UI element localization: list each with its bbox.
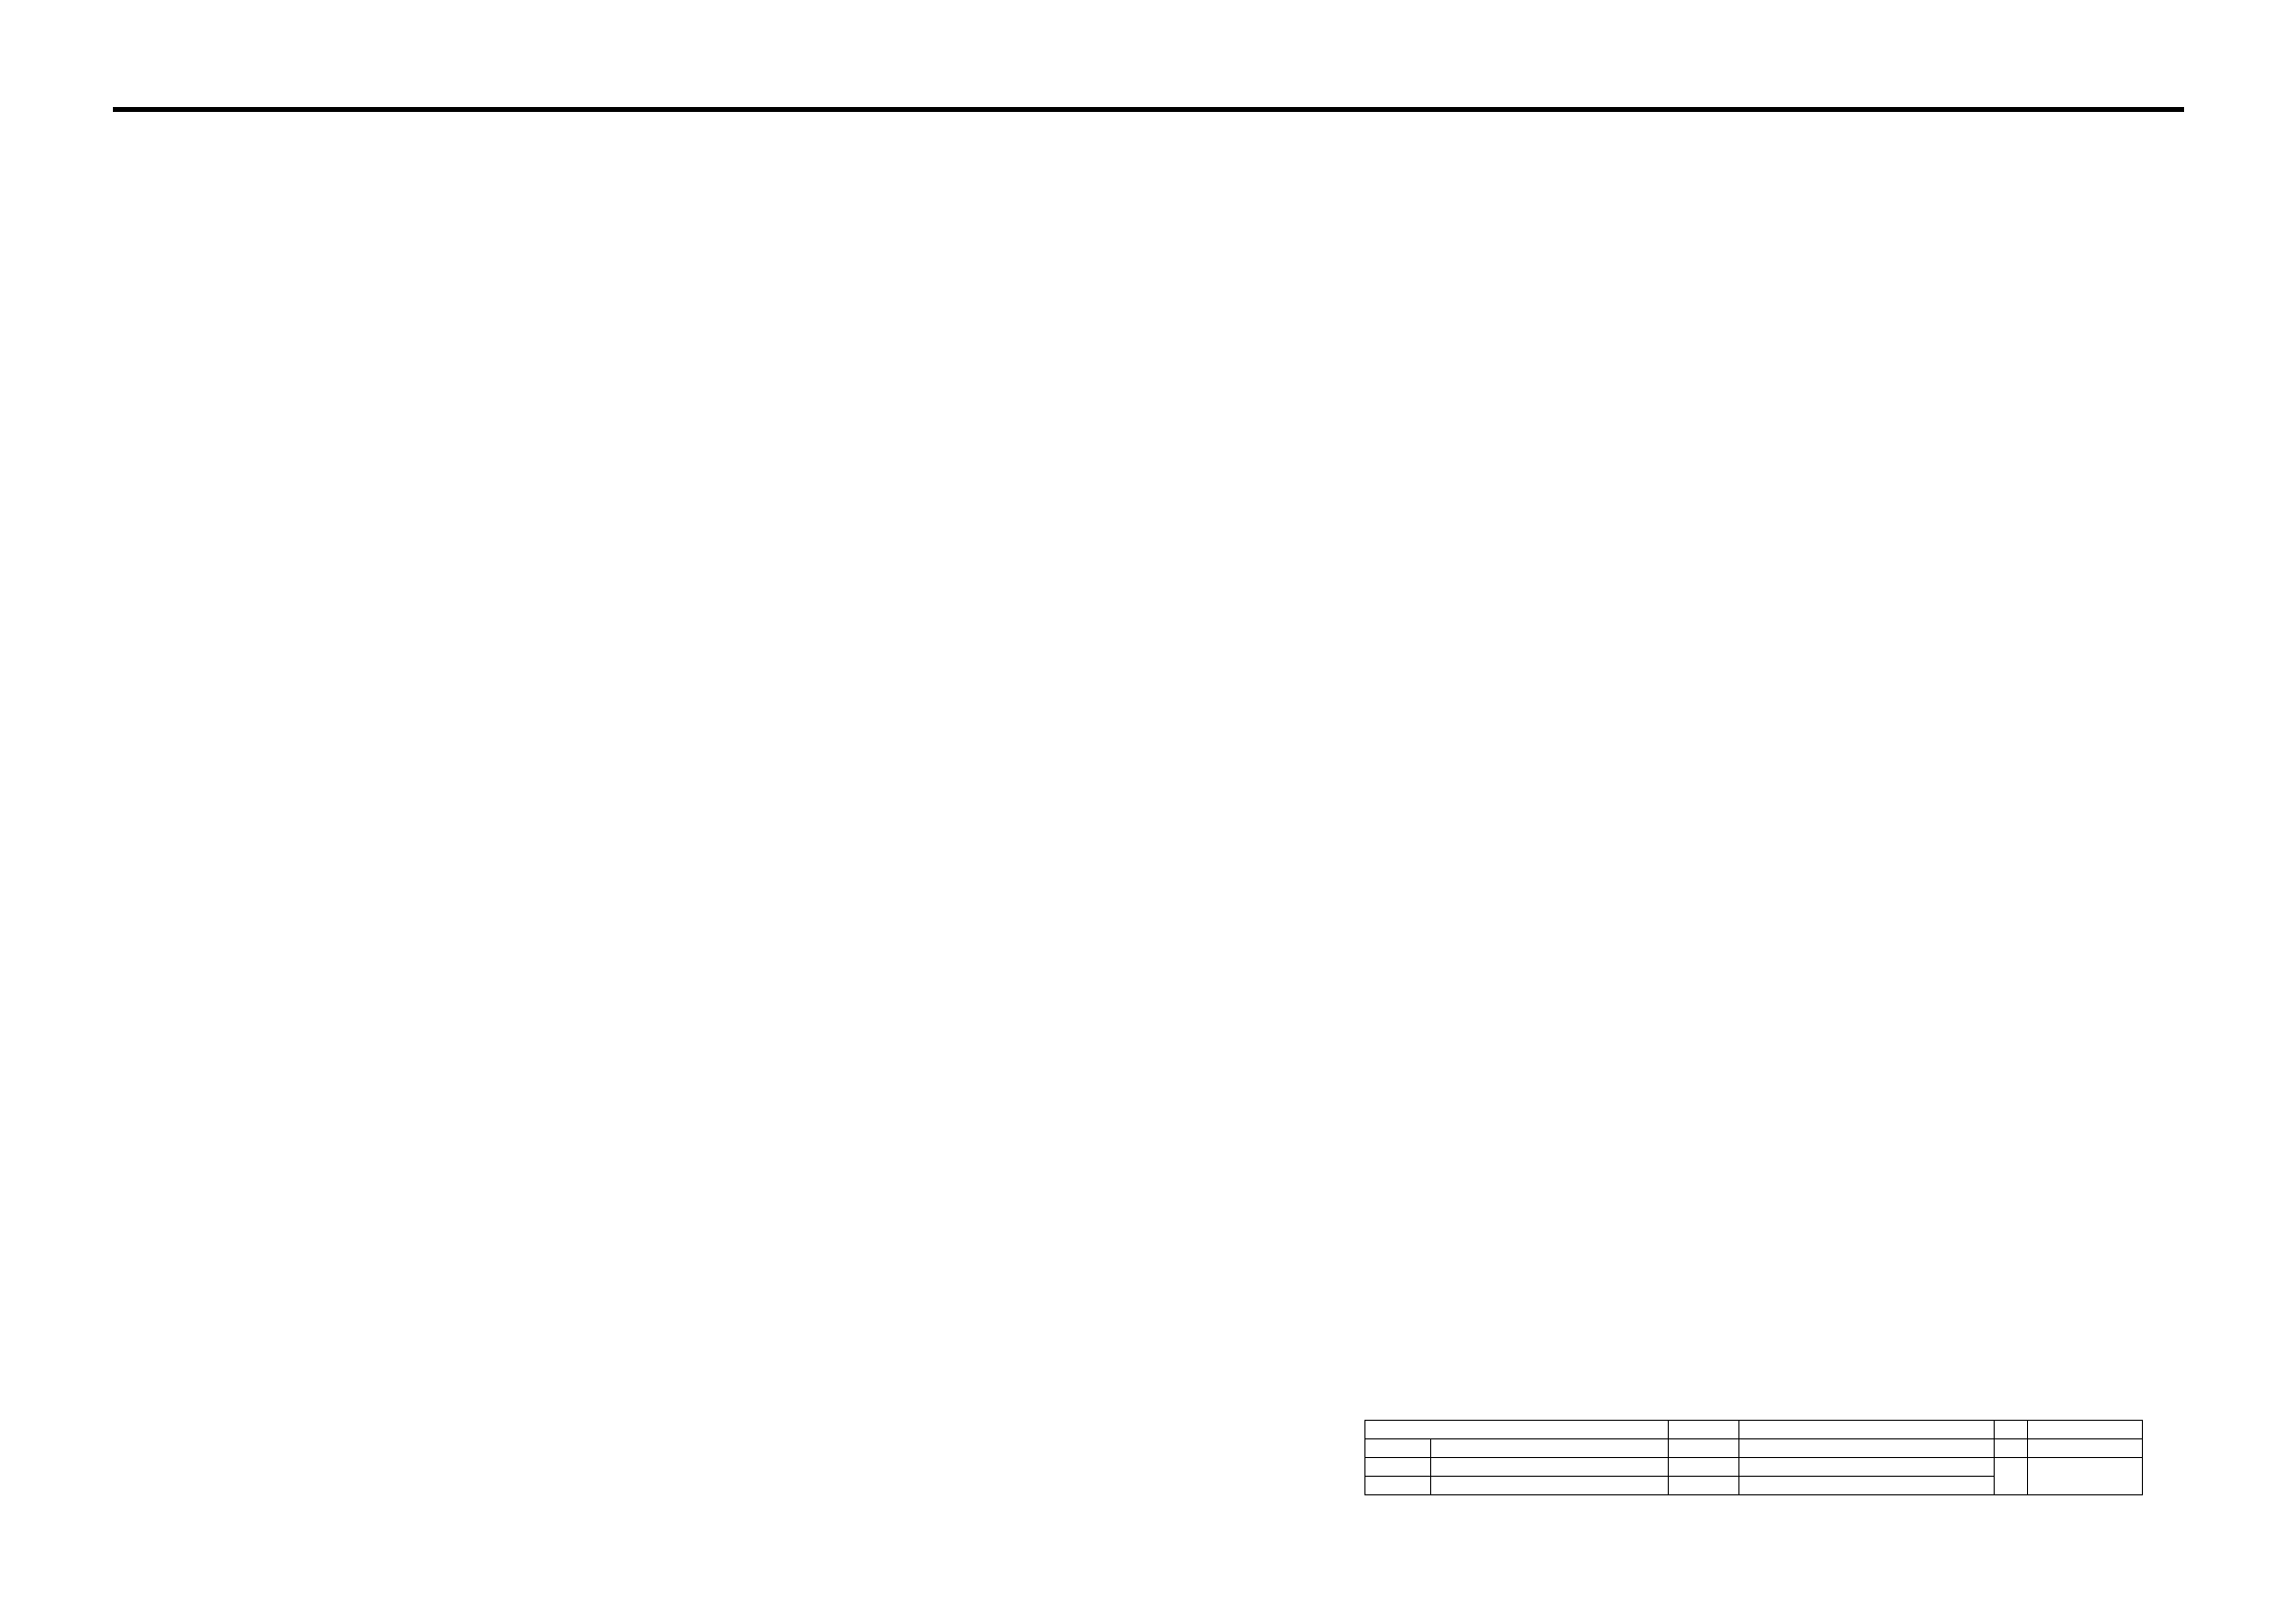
date-value	[1430, 1476, 1669, 1495]
oem-model-label	[1668, 1420, 1739, 1439]
company-cell	[1364, 1420, 1669, 1439]
sign-label	[1994, 1457, 2028, 1495]
header-rule	[113, 107, 2184, 112]
rev-label	[1994, 1438, 2028, 1458]
sheet-label	[1668, 1476, 1739, 1495]
key-component-value	[1430, 1457, 1669, 1477]
sheet-value	[1738, 1476, 1995, 1495]
tpv-model-value	[1738, 1438, 1995, 1458]
title-block	[1364, 1420, 2143, 1495]
oem-model-value	[1738, 1420, 1995, 1439]
key-component-label	[1364, 1457, 1431, 1477]
pcb-name-label	[1668, 1457, 1739, 1477]
date-label	[1364, 1476, 1431, 1495]
rev-value	[2027, 1438, 2143, 1458]
size-label	[1994, 1420, 2028, 1439]
sign-value	[2027, 1457, 2143, 1495]
pcb-name-value	[1738, 1457, 1995, 1477]
size-value	[2027, 1420, 2143, 1439]
tpv-model-label	[1668, 1438, 1739, 1458]
cjk-cell	[1364, 1438, 1431, 1458]
